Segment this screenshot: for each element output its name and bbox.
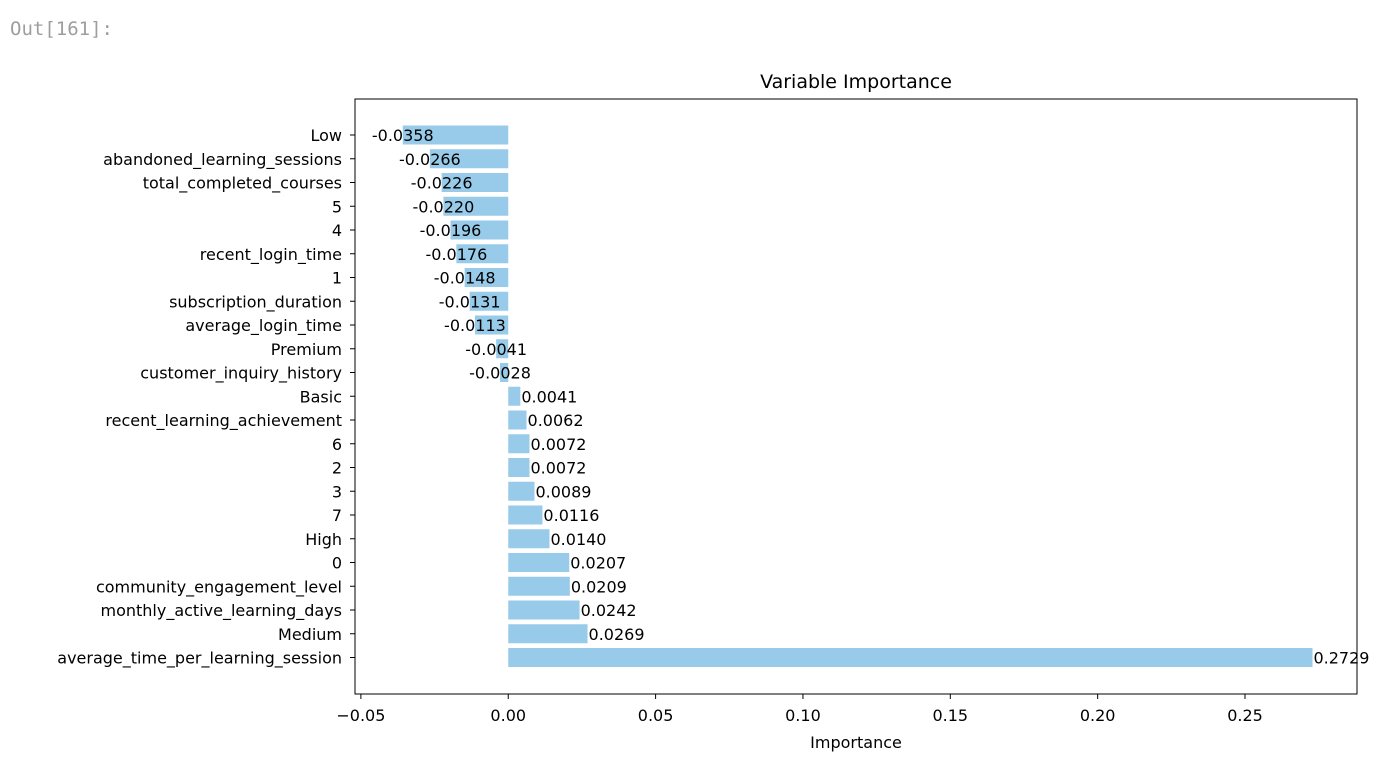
y-tick-label-17: High: [305, 530, 342, 549]
y-tick-label-19: community_engagement_level: [96, 577, 342, 597]
bar-22: [508, 648, 1313, 667]
data-label-15: 0.0089: [535, 482, 591, 501]
data-label-2: -0.0226: [411, 174, 473, 193]
y-tick-label-5: recent_login_time: [200, 245, 342, 265]
bar-13: [508, 434, 530, 454]
y-tick-label-10: customer_inquiry_history: [140, 364, 342, 384]
x-tick-label-3: 0.10: [785, 706, 821, 725]
chart-title: Variable Importance: [760, 71, 952, 93]
data-label-13: 0.0072: [530, 435, 586, 454]
data-label-5: -0.0176: [425, 245, 487, 264]
bar-17: [508, 529, 550, 549]
bar-2: [441, 173, 509, 192]
bar-8: [474, 315, 509, 335]
y-tick-label-2: total_completed_courses: [143, 174, 342, 194]
data-label-20: 0.0242: [581, 601, 637, 620]
y-tick-label-4: 4: [332, 221, 342, 240]
bar-14: [508, 458, 530, 477]
x-tick-label-2: 0.05: [638, 706, 674, 725]
bars-layer: [402, 125, 1313, 667]
data-label-18: 0.0207: [570, 554, 626, 573]
y-axis-ticks: Low abandoned_learning_sessions total_comp…: [57, 126, 355, 669]
output-prompt: Out[161]:: [10, 18, 113, 40]
y-tick-label-20: monthly_active_learning_days: [100, 601, 342, 621]
bar-21: [508, 624, 588, 644]
data-label-7: -0.0131: [439, 292, 501, 311]
data-label-8: -0.0113: [444, 316, 506, 335]
bar-11: [508, 386, 521, 406]
bar-19: [508, 576, 570, 596]
y-tick-label-8: average_login_time: [185, 316, 342, 336]
bar-12: [508, 410, 527, 430]
y-tick-label-13: 6: [332, 435, 342, 454]
data-label-4: -0.0196: [420, 221, 482, 240]
bar-7: [469, 291, 509, 311]
bar-1: [429, 149, 509, 169]
bar-10: [499, 363, 509, 382]
y-tick-label-18: 0: [332, 554, 342, 573]
data-label-6: -0.0148: [434, 269, 496, 288]
y-tick-label-22: average_time_per_learning_session: [57, 649, 342, 669]
y-tick-label-16: 7: [332, 506, 342, 525]
y-tick-label-9: Premium: [271, 340, 342, 359]
bar-5: [456, 244, 509, 264]
bar-20: [508, 600, 580, 620]
data-label-9: -0.0041: [465, 340, 527, 359]
x-axis-label: Importance: [810, 733, 902, 752]
bar-9: [496, 339, 509, 359]
x-tick-label-4: 0.15: [932, 706, 968, 725]
x-tick-label-6: 0.25: [1227, 706, 1263, 725]
data-label-14: 0.0072: [530, 459, 586, 478]
y-tick-label-11: Basic: [300, 387, 342, 406]
bar-16: [508, 505, 543, 525]
y-tick-label-14: 2: [332, 459, 342, 478]
data-labels-layer: -0.0358 -0.0266 -0.0226 -0.0220 -0.0196 -0.01…: [372, 126, 1370, 668]
x-axis-ticks: −0.05 0.00 0.05 0.10 0.15 0.20 0.25: [336, 694, 1263, 725]
bar-4: [450, 220, 509, 240]
data-label-11: 0.0041: [521, 387, 577, 406]
y-tick-label-0: Low: [310, 126, 342, 145]
x-tick-label-5: 0.20: [1080, 706, 1116, 725]
y-tick-label-21: Medium: [278, 625, 342, 644]
y-tick-label-12: recent_learning_achievement: [105, 411, 342, 431]
data-label-21: 0.0269: [589, 625, 645, 644]
data-label-10: -0.0028: [469, 364, 531, 383]
data-label-22: 0.2729: [1313, 649, 1369, 668]
data-label-12: 0.0062: [528, 411, 584, 430]
y-tick-label-7: subscription_duration: [169, 292, 342, 312]
x-tick-label-0: −0.05: [336, 706, 385, 725]
data-label-16: 0.0116: [543, 506, 599, 525]
data-label-3: -0.0220: [413, 197, 475, 216]
y-tick-label-3: 5: [332, 197, 342, 216]
bar-0: [402, 125, 509, 145]
y-tick-label-6: 1: [332, 269, 342, 288]
y-tick-label-15: 3: [332, 482, 342, 501]
bar-18: [508, 553, 570, 572]
data-label-17: 0.0140: [551, 530, 607, 549]
bar-15: [508, 481, 535, 501]
x-tick-label-1: 0.00: [490, 706, 526, 725]
data-label-19: 0.0209: [571, 577, 627, 596]
data-label-0: -0.0358: [372, 126, 434, 145]
bar-3: [443, 196, 509, 216]
data-label-1: -0.0266: [399, 150, 461, 169]
y-tick-label-1: abandoned_learning_sessions: [103, 150, 342, 170]
bar-6: [464, 268, 509, 287]
